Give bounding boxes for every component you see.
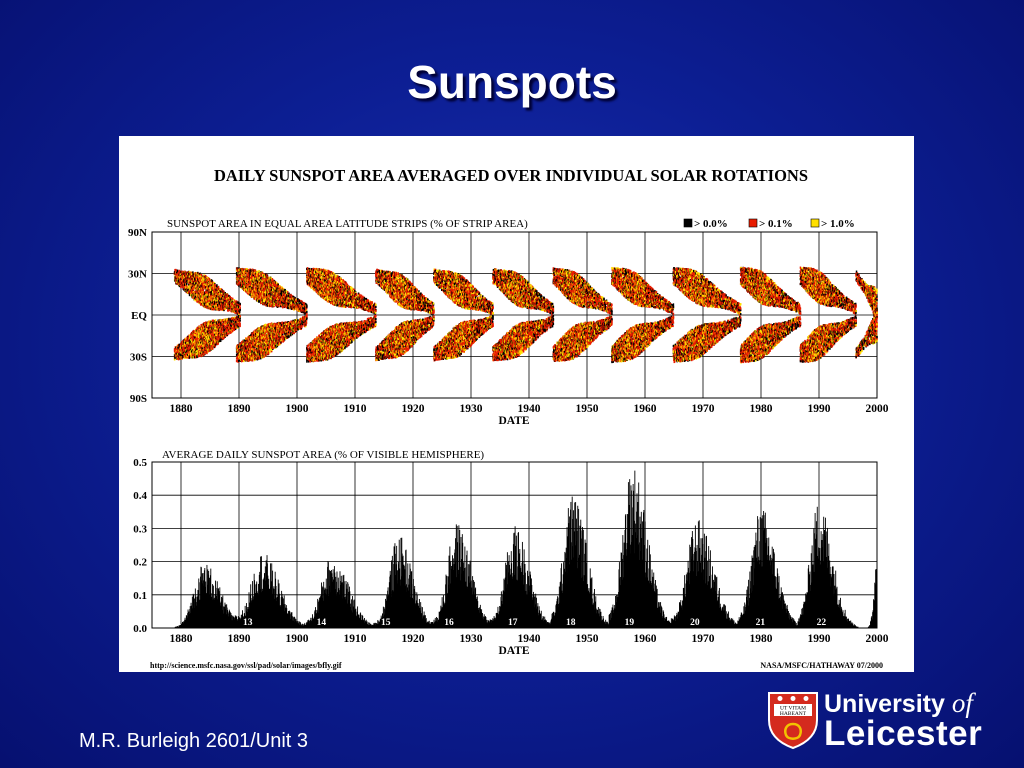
butterfly-legend: > 0.0% > 0.1% > 1.0% <box>684 218 855 230</box>
butterfly-figure: DAILY SUNSPOT AREA AVERAGED OVER INDIVID… <box>119 136 914 672</box>
legend-label: > 0.0% <box>694 218 728 230</box>
legend-swatch <box>749 219 757 227</box>
butterfly-title: SUNSPOT AREA IN EQUAL AREA LATITUDE STRI… <box>167 218 528 230</box>
butterfly-cell <box>177 270 179 272</box>
legend-label: > 1.0% <box>821 218 855 230</box>
figure-main-title: DAILY SUNSPOT AREA AVERAGED OVER INDIVID… <box>214 166 808 185</box>
butterfly-cell <box>190 353 192 355</box>
figure-canvas: DAILY SUNSPOT AREA AVERAGED OVER INDIVID… <box>119 136 914 672</box>
butterfly-grid <box>152 232 877 398</box>
butterfly-cell <box>180 286 182 288</box>
legend-swatch <box>811 219 819 227</box>
legend-swatch <box>684 219 692 227</box>
slide-title: Sunspots <box>0 55 1024 109</box>
butterfly-cell <box>192 271 194 273</box>
butterfly-diagram: SUNSPOT AREA IN EQUAL AREA LATITUDE STRI… <box>128 218 889 427</box>
legend-label: > 0.1% <box>759 218 793 230</box>
